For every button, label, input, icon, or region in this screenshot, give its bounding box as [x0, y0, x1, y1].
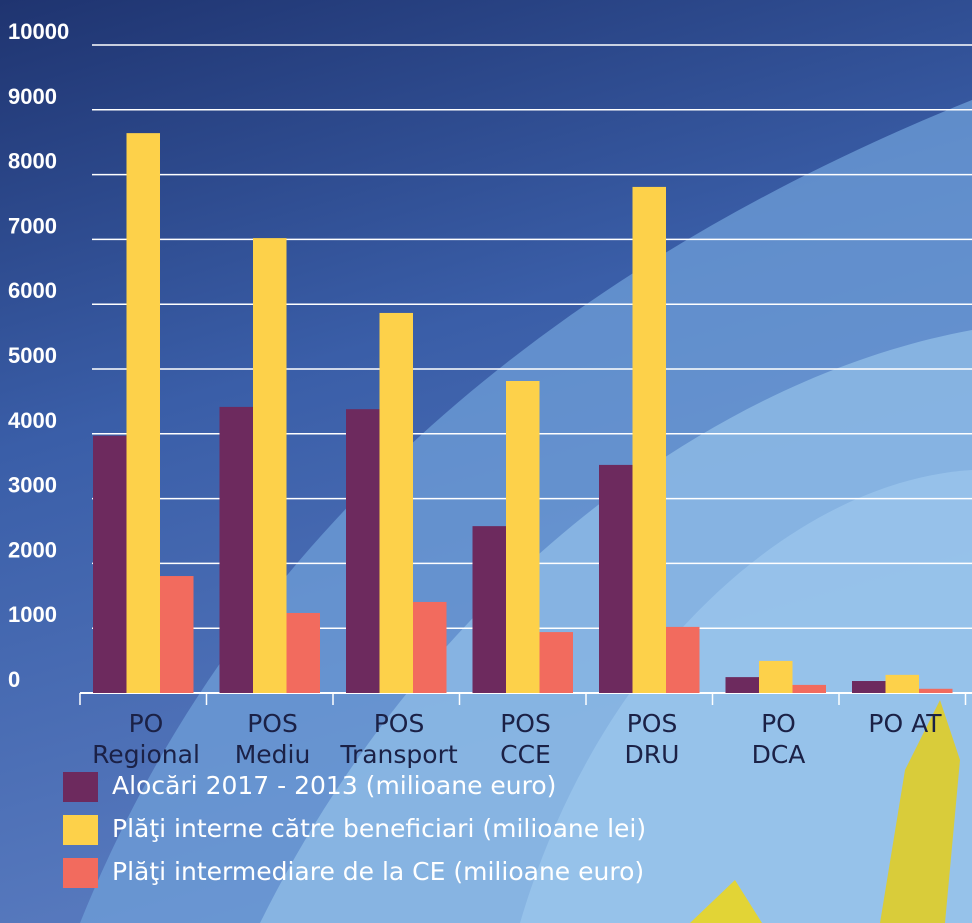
x-tick-label: POS Mediu	[210, 708, 336, 770]
bar	[220, 407, 254, 693]
legend-swatch	[63, 815, 98, 845]
bar	[380, 313, 414, 693]
x-tick-label: POS Transport	[336, 708, 462, 770]
bar	[666, 627, 700, 693]
bar	[599, 465, 633, 693]
bar	[852, 681, 886, 693]
bar	[93, 436, 127, 693]
bar	[793, 685, 827, 693]
x-tick-label: PO Regional	[83, 708, 209, 770]
bar	[473, 526, 507, 693]
bar	[287, 613, 321, 693]
x-tick-label: POS CCE	[463, 708, 589, 770]
y-tick-label: 6000	[8, 278, 57, 303]
y-tick-label: 0	[8, 667, 20, 692]
bar	[886, 675, 920, 693]
bar	[127, 133, 161, 693]
y-tick-label: 10000	[8, 19, 69, 44]
y-tick-label: 3000	[8, 473, 57, 498]
y-tick-label: 1000	[8, 602, 57, 627]
y-tick-label: 8000	[8, 149, 57, 174]
legend-swatch	[63, 858, 98, 888]
page: 0 1000 2000 3000 4000 5000 6000 7000 8000 9000 100…	[0, 0, 972, 923]
y-tick-label: 7000	[8, 213, 57, 238]
bar	[506, 381, 540, 693]
y-tick-label: 9000	[8, 84, 57, 109]
bar	[160, 576, 194, 693]
x-tick-label: PO DCA	[716, 708, 842, 770]
y-tick-label: 5000	[8, 343, 57, 368]
legend-label: Plăţi interne către beneficiari (milioan…	[112, 814, 646, 843]
y-tick-label: 2000	[8, 537, 57, 562]
bar	[633, 187, 667, 693]
y-tick-label: 4000	[8, 408, 57, 433]
bar	[346, 409, 380, 693]
bar	[540, 632, 574, 693]
x-tick-label: PO AT	[842, 708, 968, 739]
chart: 0 1000 2000 3000 4000 5000 6000 7000 8000 9000 100…	[0, 0, 972, 923]
bar	[726, 677, 760, 693]
x-tick-label: POS DRU	[589, 708, 715, 770]
bar	[413, 602, 447, 693]
bar	[919, 689, 953, 693]
legend-label: Alocări 2017 - 2013 (milioane euro)	[112, 771, 556, 800]
legend-label: Plăţi intermediare de la CE (milioane eu…	[112, 857, 644, 886]
legend-swatch	[63, 772, 98, 802]
bar	[759, 661, 793, 693]
bar	[253, 238, 287, 693]
